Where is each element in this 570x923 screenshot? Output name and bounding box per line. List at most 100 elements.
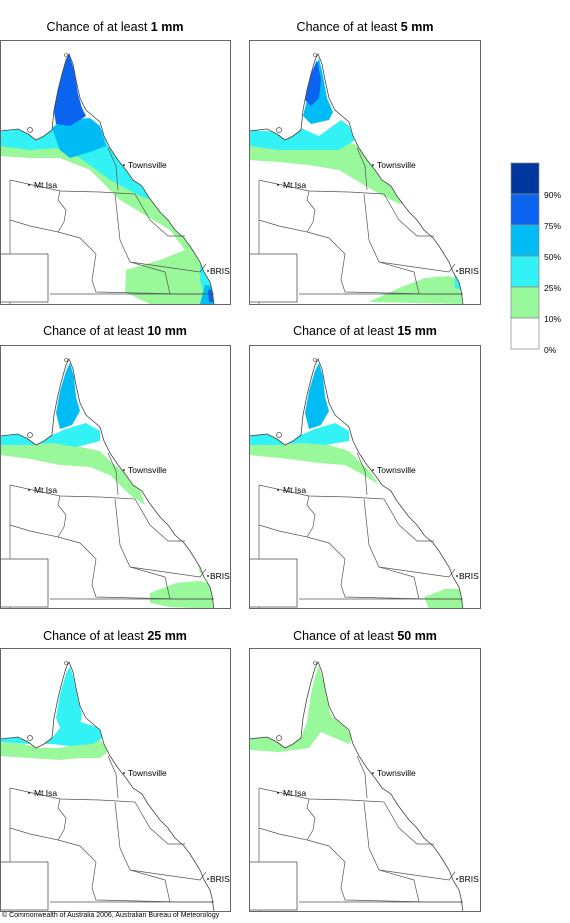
city-marker: [456, 575, 458, 577]
rainfall-map-1mm: Townsville Mt Isa BRIS: [0, 40, 231, 305]
probability-area: [150, 581, 214, 609]
coastline: [249, 661, 464, 912]
city-marker: [456, 270, 458, 272]
townsville-label: Townsville: [377, 768, 416, 778]
city-marker: [28, 792, 30, 794]
region-boundary: [9, 484, 136, 500]
city-marker: [277, 184, 279, 186]
region-boundary: [9, 798, 67, 841]
region-boundary: [9, 495, 67, 538]
map-frame: [0, 345, 231, 609]
city-marker: [207, 878, 209, 880]
panel-title: Chance of at least 1 mm: [46, 20, 184, 34]
probability-area: [0, 740, 110, 760]
map-frame: [249, 648, 481, 912]
probability-area: [249, 138, 419, 204]
legend-label: 75%: [544, 221, 561, 231]
probability-shading: [249, 666, 353, 752]
region-boundary: [9, 179, 136, 195]
region-boundary: [413, 271, 420, 295]
legend-label: 50%: [544, 252, 561, 262]
mt-isa-label: Mt Isa: [34, 485, 57, 495]
region-boundary: [383, 801, 434, 845]
city-marker: [123, 772, 125, 774]
region-boundary: [114, 193, 166, 273]
threshold-label: 15 mm: [397, 324, 437, 338]
panel-title: Chance of at least 25 mm: [43, 629, 187, 643]
brisbane-label: BRIS: [210, 266, 230, 276]
legend-label: 10%: [544, 314, 561, 324]
probability-area: [0, 423, 100, 447]
inset-box: [249, 558, 298, 608]
region-boundary: [164, 576, 171, 600]
probability-area: [305, 60, 321, 106]
townsville-label: Townsville: [128, 768, 167, 778]
island: [313, 661, 317, 665]
rainfall-map-25mm: Townsville Mt Isa BRIS: [0, 648, 231, 912]
region-boundary: [378, 566, 456, 578]
townsville-label: Townsville: [377, 465, 416, 475]
legend-label: 0%: [544, 345, 557, 355]
inset-box: [0, 558, 49, 608]
rainfall-map-10mm: Townsville Mt Isa BRIS: [0, 345, 231, 609]
city-marker: [277, 489, 279, 491]
probability-area: [52, 118, 106, 158]
probability-area: [0, 441, 145, 505]
island: [276, 432, 282, 438]
region-boundary: [356, 452, 368, 496]
region-boundary: [378, 261, 456, 273]
region-boundary: [258, 190, 316, 233]
probability-area: [0, 124, 158, 202]
threshold-label: 1 mm: [150, 20, 184, 34]
city-marker: [207, 575, 209, 577]
city-marker: [28, 184, 30, 186]
region-boundary: [258, 495, 316, 538]
panel-title: Chance of at least 10 mm: [43, 324, 187, 338]
coastline: [249, 358, 464, 609]
townsville-label: Townsville: [377, 160, 416, 170]
region-boundary: [378, 869, 456, 881]
probability-area: [0, 130, 214, 304]
region-boundary: [164, 879, 171, 903]
rainfall-map-5mm: Townsville Mt Isa BRIS: [249, 40, 481, 305]
map-frame: [0, 648, 231, 912]
legend-label: 90%: [544, 190, 561, 200]
island: [27, 432, 33, 438]
region-boundary: [164, 271, 171, 295]
brisbane-label: BRIS: [459, 266, 479, 276]
probability-area: [369, 276, 463, 304]
island: [276, 127, 282, 133]
region-boundary: [258, 484, 385, 500]
map-frame: [249, 40, 481, 305]
legend-swatch: [510, 286, 540, 319]
region-boundary: [134, 801, 185, 845]
inset-box: [249, 861, 298, 911]
island: [64, 661, 68, 665]
region-boundary: [356, 147, 368, 191]
mt-isa-label: Mt Isa: [283, 485, 306, 495]
city-marker: [123, 164, 125, 166]
panel-title: Chance of at least 15 mm: [293, 324, 437, 338]
region-boundary: [356, 755, 368, 799]
region-boundary: [363, 193, 415, 273]
brisbane-label: BRIS: [459, 874, 479, 884]
region-boundary: [129, 566, 207, 578]
rainfall-map-15mm: Townsville Mt Isa BRIS: [249, 345, 481, 609]
island: [64, 358, 68, 362]
threshold-label: 50 mm: [397, 629, 437, 643]
inset-box: [0, 253, 49, 303]
townsville-label: Townsville: [128, 465, 167, 475]
brisbane-label: BRIS: [210, 874, 230, 884]
region-boundary: [9, 190, 67, 233]
island: [27, 735, 33, 741]
panel-title: Chance of at least 50 mm: [293, 629, 437, 643]
region-boundary: [258, 798, 316, 841]
copyright-credit: © Commonwealth of Australia 2006, Austra…: [2, 912, 220, 919]
region-boundary: [258, 179, 385, 195]
legend-swatch: [510, 193, 540, 226]
region-boundary: [134, 498, 185, 542]
coastline: [249, 53, 464, 305]
mt-isa-label: Mt Isa: [34, 788, 57, 798]
map-frame: [0, 40, 231, 305]
coastline: [0, 661, 215, 912]
